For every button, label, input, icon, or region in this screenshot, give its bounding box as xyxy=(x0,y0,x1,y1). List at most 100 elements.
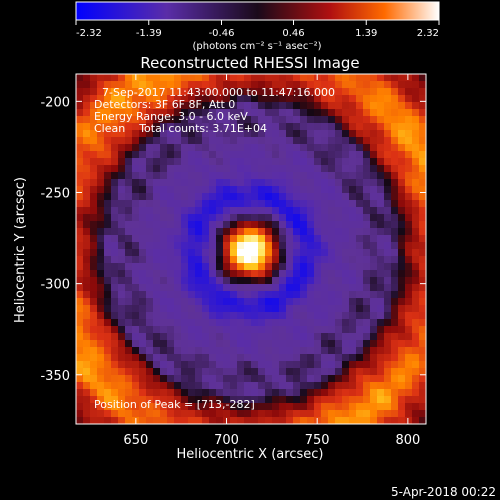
heatmap-cell xyxy=(363,179,371,187)
annotation-detectors: Detectors: 3F 6F 8F, Att 0 xyxy=(94,98,235,111)
heatmap-cell xyxy=(83,221,91,229)
heatmap-cell xyxy=(377,312,385,320)
heatmap-cell xyxy=(314,403,322,411)
heatmap-cell xyxy=(286,403,294,411)
heatmap-cell xyxy=(111,137,119,145)
heatmap-cell xyxy=(111,116,119,124)
heatmap-cell xyxy=(377,249,385,257)
heatmap-cell xyxy=(118,214,126,222)
heatmap-cell xyxy=(125,74,133,82)
heatmap-cell xyxy=(104,137,112,145)
heatmap-cell xyxy=(328,186,336,194)
heatmap-cell xyxy=(258,263,266,271)
heatmap-cell xyxy=(279,179,287,187)
heatmap-cell xyxy=(132,410,140,418)
heatmap-cell xyxy=(90,130,98,138)
heatmap-cell xyxy=(188,165,196,173)
heatmap-cell xyxy=(321,305,329,313)
heatmap-cell xyxy=(174,417,182,424)
heatmap-cell xyxy=(181,305,189,313)
heatmap-cell xyxy=(76,347,84,355)
heatmap-cell xyxy=(230,319,238,327)
heatmap-cell xyxy=(391,270,399,278)
heatmap-cell xyxy=(237,410,245,418)
heatmap-cell xyxy=(405,200,413,208)
heatmap-cell xyxy=(83,298,91,306)
heatmap-cell xyxy=(139,130,147,138)
heatmap-cell xyxy=(349,312,357,320)
heatmap-cell xyxy=(174,354,182,362)
heatmap-cell xyxy=(412,368,420,376)
heatmap-cell xyxy=(244,151,252,159)
heatmap-cell xyxy=(90,151,98,159)
heatmap-cell xyxy=(405,319,413,327)
heatmap-cell xyxy=(349,361,357,369)
heatmap-cell xyxy=(104,214,112,222)
heatmap-cell xyxy=(174,249,182,257)
heatmap-cell xyxy=(377,284,385,292)
heatmap-cell xyxy=(300,249,308,257)
heatmap-cell xyxy=(125,319,133,327)
heatmap-cell xyxy=(153,270,161,278)
heatmap-cell xyxy=(216,74,224,82)
heatmap-cell xyxy=(223,347,231,355)
heatmap-cell xyxy=(370,74,378,82)
heatmap-cell xyxy=(293,228,301,236)
heatmap-cell xyxy=(188,88,196,96)
heatmap-cell xyxy=(153,228,161,236)
heatmap-cell xyxy=(90,116,98,124)
heatmap-cell xyxy=(419,333,426,341)
heatmap-cell xyxy=(391,228,399,236)
heatmap-cell xyxy=(279,389,287,397)
heatmap-cell xyxy=(300,193,308,201)
heatmap-cell xyxy=(356,221,364,229)
heatmap-cell xyxy=(132,277,140,285)
heatmap-cell xyxy=(139,221,147,229)
heatmap-cell xyxy=(237,158,245,166)
heatmap-cell xyxy=(202,263,210,271)
heatmap-cell xyxy=(370,354,378,362)
heatmap-cell xyxy=(384,109,392,117)
heatmap-cell xyxy=(223,354,231,362)
heatmap-cell xyxy=(391,263,399,271)
heatmap-cell xyxy=(363,298,371,306)
heatmap-cell xyxy=(188,284,196,292)
heatmap-cell xyxy=(174,95,182,103)
heatmap-cell xyxy=(293,116,301,124)
heatmap-cell xyxy=(258,319,266,327)
heatmap-cell xyxy=(293,249,301,257)
heatmap-cell xyxy=(405,144,413,152)
heatmap-cell xyxy=(251,137,259,145)
heatmap-cell xyxy=(202,333,210,341)
heatmap-cell xyxy=(97,340,105,348)
heatmap-cell xyxy=(153,151,161,159)
heatmap-cell xyxy=(293,298,301,306)
heatmap-cell xyxy=(174,221,182,229)
heatmap-cell xyxy=(335,144,343,152)
heatmap-cell xyxy=(111,235,119,243)
heatmap-cell xyxy=(125,354,133,362)
heatmap-cell xyxy=(398,123,406,131)
heatmap-cell xyxy=(202,123,210,131)
heatmap-cell xyxy=(293,95,301,103)
heatmap-cell xyxy=(111,95,119,103)
heatmap-cell xyxy=(153,214,161,222)
heatmap-cell xyxy=(363,354,371,362)
x-tick-label: 700 xyxy=(214,433,239,448)
heatmap-cell xyxy=(216,417,224,424)
heatmap-cell xyxy=(223,305,231,313)
heatmap-cell xyxy=(370,88,378,96)
heatmap-cell xyxy=(153,179,161,187)
heatmap-cell xyxy=(97,144,105,152)
heatmap-cell xyxy=(97,375,105,383)
heatmap-cell xyxy=(349,116,357,124)
heatmap-cell xyxy=(223,326,231,334)
heatmap-cell xyxy=(377,158,385,166)
heatmap-cell xyxy=(335,109,343,117)
heatmap-cell xyxy=(125,179,133,187)
heatmap-cell xyxy=(139,368,147,376)
heatmap-cell xyxy=(153,102,161,110)
heatmap-cell xyxy=(300,74,308,82)
heatmap-cell xyxy=(314,81,322,89)
heatmap-cell xyxy=(377,151,385,159)
